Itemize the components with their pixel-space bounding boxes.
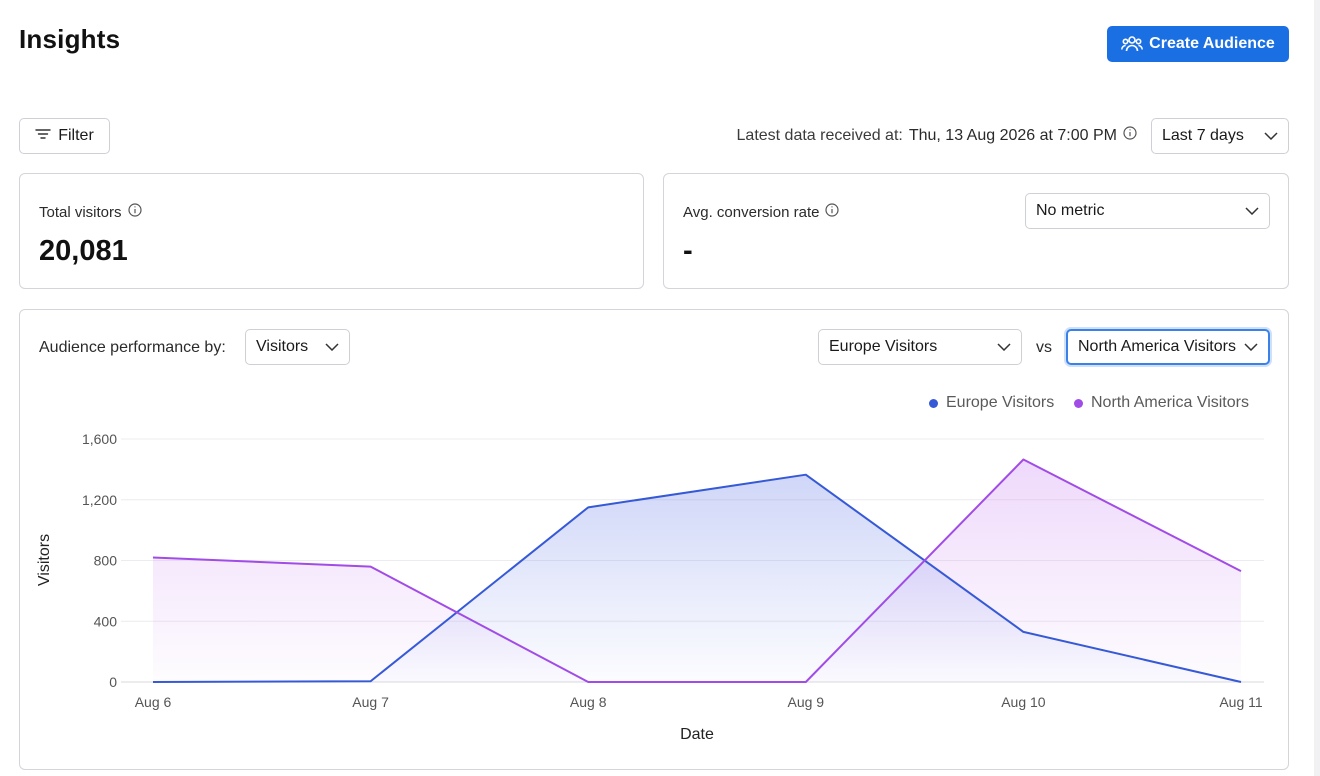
info-icon[interactable] <box>1123 126 1137 145</box>
legend-dot-north-america <box>1074 398 1083 408</box>
performance-metric-select[interactable]: Visitors <box>245 329 350 365</box>
create-audience-label: Create Audience <box>1149 35 1275 52</box>
chevron-down-icon <box>1244 343 1258 351</box>
chevron-down-icon <box>1245 207 1259 215</box>
conversion-metric-select[interactable]: No metric <box>1025 193 1270 229</box>
performance-label: Audience performance by: <box>39 339 226 356</box>
date-range-value: Last 7 days <box>1162 127 1244 144</box>
conversion-rate-card: Avg. conversion rate - No metric <box>663 173 1289 289</box>
chevron-down-icon <box>1264 132 1278 140</box>
audience-a-select[interactable]: Europe Visitors <box>818 329 1022 365</box>
audience-a-value: Europe Visitors <box>829 338 938 355</box>
conversion-rate-label: Avg. conversion rate <box>683 203 820 221</box>
info-icon[interactable] <box>127 203 142 221</box>
latest-data-timestamp: Thu, 13 Aug 2026 at 7:00 PM <box>908 126 1117 144</box>
chevron-down-icon <box>997 343 1011 351</box>
legend-dot-europe <box>929 398 938 408</box>
create-audience-button[interactable]: Create Audience <box>1107 26 1289 62</box>
date-range-select[interactable]: Last 7 days <box>1151 118 1289 154</box>
total-visitors-label-row: Total visitors <box>39 203 142 221</box>
audience-b-value: North America Visitors <box>1078 338 1236 355</box>
filter-lines-icon <box>35 127 51 145</box>
info-icon[interactable] <box>825 203 840 221</box>
legend-item-north-america[interactable]: North America Visitors <box>1074 394 1249 412</box>
total-visitors-label: Total visitors <box>39 203 122 221</box>
legend-label-europe: Europe Visitors <box>946 394 1055 411</box>
page-scrollbar[interactable] <box>1314 0 1320 776</box>
chevron-down-icon <box>325 343 339 351</box>
filter-label: Filter <box>58 127 94 144</box>
filter-button[interactable]: Filter <box>19 118 110 154</box>
performance-metric-value: Visitors <box>256 338 309 355</box>
page-title: Insights <box>19 24 121 54</box>
total-visitors-value: 20,081 <box>39 235 128 267</box>
legend-item-europe[interactable]: Europe Visitors <box>929 394 1054 412</box>
audience-performance-card: Audience performance by: Visitors Europe… <box>19 309 1289 770</box>
legend-label-north-america: North America Visitors <box>1091 394 1249 411</box>
audience-b-select[interactable]: North America Visitors <box>1066 329 1270 365</box>
total-visitors-card: Total visitors 20,081 <box>19 173 644 289</box>
conversion-metric-value: No metric <box>1036 202 1105 219</box>
vs-label: vs <box>1036 339 1052 356</box>
latest-data-info: Latest data received at: Thu, 13 Aug 202… <box>737 126 1137 145</box>
latest-data-prefix: Latest data received at: <box>736 126 903 144</box>
people-icon <box>1121 35 1144 53</box>
conversion-rate-value: - <box>683 235 693 267</box>
conversion-label-row: Avg. conversion rate <box>683 203 840 221</box>
